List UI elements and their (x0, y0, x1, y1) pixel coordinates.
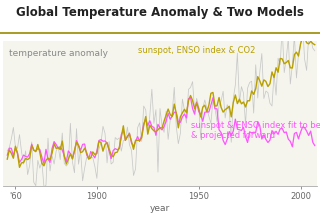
Text: Global Temperature Anomaly & Two Models: Global Temperature Anomaly & Two Models (16, 6, 304, 19)
Text: sunspot, ENSO index & CO2: sunspot, ENSO index & CO2 (138, 46, 255, 55)
Text: sunspot & ENSO index fit to before 1
& projected forward: sunspot & ENSO index fit to before 1 & p… (191, 121, 320, 140)
Text: temperature anomaly: temperature anomaly (10, 49, 108, 58)
X-axis label: year: year (150, 204, 170, 213)
